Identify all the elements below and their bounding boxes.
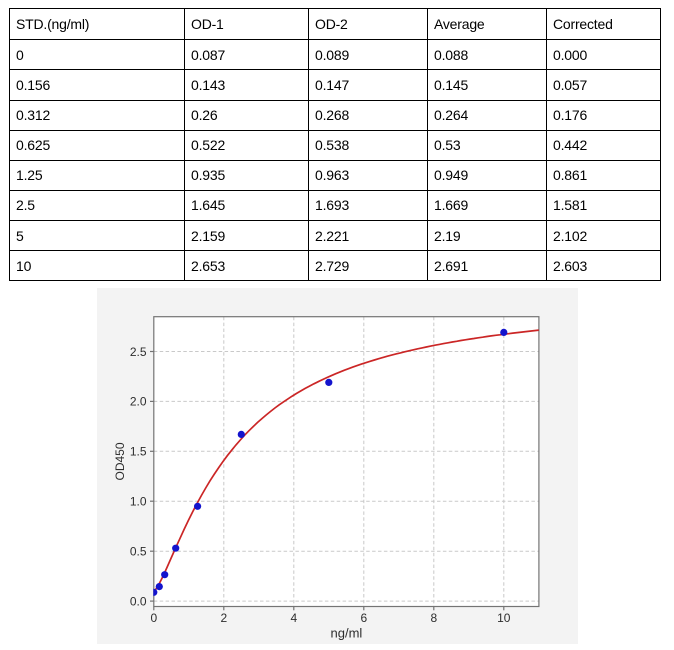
svg-text:2: 2 bbox=[220, 611, 227, 625]
svg-text:8: 8 bbox=[430, 611, 437, 625]
svg-text:2.5: 2.5 bbox=[129, 344, 146, 358]
svg-text:ng/ml: ng/ml bbox=[330, 625, 362, 640]
svg-text:0.5: 0.5 bbox=[129, 544, 146, 558]
svg-text:OD450: OD450 bbox=[112, 442, 126, 480]
svg-text:4: 4 bbox=[290, 611, 297, 625]
svg-text:2.0: 2.0 bbox=[129, 394, 146, 408]
svg-text:1.0: 1.0 bbox=[129, 494, 146, 508]
svg-text:6: 6 bbox=[360, 611, 367, 625]
svg-text:0.0: 0.0 bbox=[129, 594, 146, 608]
svg-text:10: 10 bbox=[497, 611, 511, 625]
svg-text:1.5: 1.5 bbox=[129, 444, 146, 458]
svg-text:0: 0 bbox=[150, 611, 157, 625]
